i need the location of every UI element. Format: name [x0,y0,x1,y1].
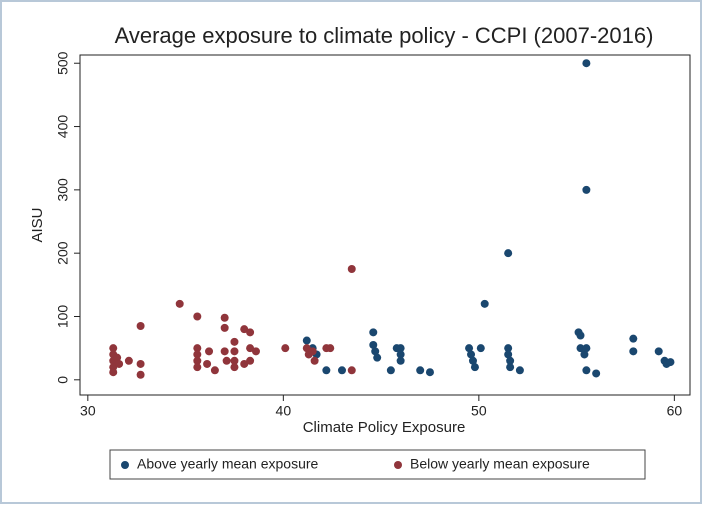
point [396,350,405,359]
point [468,356,477,365]
point [246,344,255,353]
point [240,359,249,368]
legend-marker [121,461,129,469]
point [113,353,122,362]
point [136,370,145,379]
point [470,363,479,372]
x-tick-label: 30 [80,403,96,419]
point [109,368,118,377]
point [175,299,184,308]
point [210,366,219,375]
point [629,347,638,356]
y-tick-label: 0 [55,376,71,384]
point [109,344,118,353]
point [467,350,476,359]
legend-label: Below yearly mean exposure [410,456,590,472]
point [246,356,255,365]
point [582,366,591,375]
x-tick-label: 50 [471,403,487,419]
point [666,358,675,367]
point [326,344,335,353]
y-tick-label: 200 [55,241,71,265]
y-tick-label: 100 [55,305,71,329]
legend-label: Above yearly mean exposure [137,456,319,472]
point [193,344,202,353]
legend-marker [394,461,402,469]
point [230,347,239,356]
point [193,312,202,321]
point [205,347,214,356]
point [580,350,589,359]
point [504,344,513,353]
point [465,344,474,353]
point [322,366,331,375]
point [396,356,405,365]
point [369,328,378,337]
point [220,313,229,322]
point [230,356,239,365]
point [203,359,212,368]
legend-box [109,449,646,480]
point [386,366,395,375]
point [371,347,380,356]
x-tick-label: 60 [667,403,683,419]
point [506,363,515,372]
point [302,336,311,345]
point [373,353,382,362]
point [582,59,591,68]
y-tick-label: 400 [55,115,71,139]
point [193,350,202,359]
x-axis-label: Climate Policy Exposure [303,419,466,436]
chart-title: Average exposure to climate policy - CCP… [115,23,654,48]
point [476,344,485,353]
point [310,356,319,365]
point [246,328,255,337]
point [222,356,231,365]
point [416,366,425,375]
y-tick-label: 500 [55,51,71,75]
point [425,368,434,377]
point [396,344,405,353]
x-tick-label: 40 [276,403,292,419]
point [115,359,124,368]
point [302,344,311,353]
point [220,323,229,332]
point [251,347,260,356]
point [337,366,346,375]
point [592,369,601,378]
point [504,249,513,258]
point [193,356,202,365]
point [193,363,202,372]
point [582,185,591,194]
point [136,321,145,330]
point [504,350,513,359]
y-axis-label: AISU [29,207,46,242]
point [124,356,133,365]
point [582,344,591,353]
point [281,344,290,353]
point [654,347,663,356]
point [220,347,229,356]
point [240,325,249,334]
point [347,366,356,375]
point [576,344,585,353]
point [629,334,638,343]
point [369,340,378,349]
y-tick-label: 300 [55,178,71,202]
plot-area [79,54,691,396]
point [515,366,524,375]
point [230,363,239,372]
point [480,299,489,308]
point [506,356,515,365]
point [308,347,317,356]
point [347,265,356,274]
point [136,359,145,368]
point [230,337,239,346]
point [576,331,585,340]
